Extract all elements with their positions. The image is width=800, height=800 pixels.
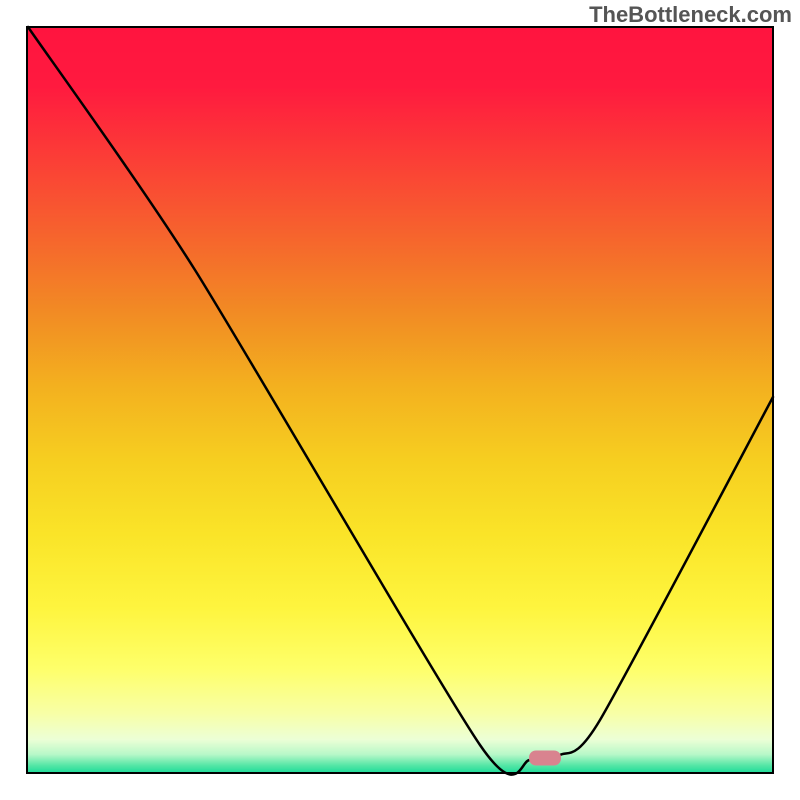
bottleneck-chart: TheBottleneck.com <box>0 0 800 800</box>
plot-background <box>27 27 773 773</box>
watermark-text: TheBottleneck.com <box>589 2 792 28</box>
chart-svg <box>0 0 800 800</box>
optimal-marker <box>529 751 561 766</box>
